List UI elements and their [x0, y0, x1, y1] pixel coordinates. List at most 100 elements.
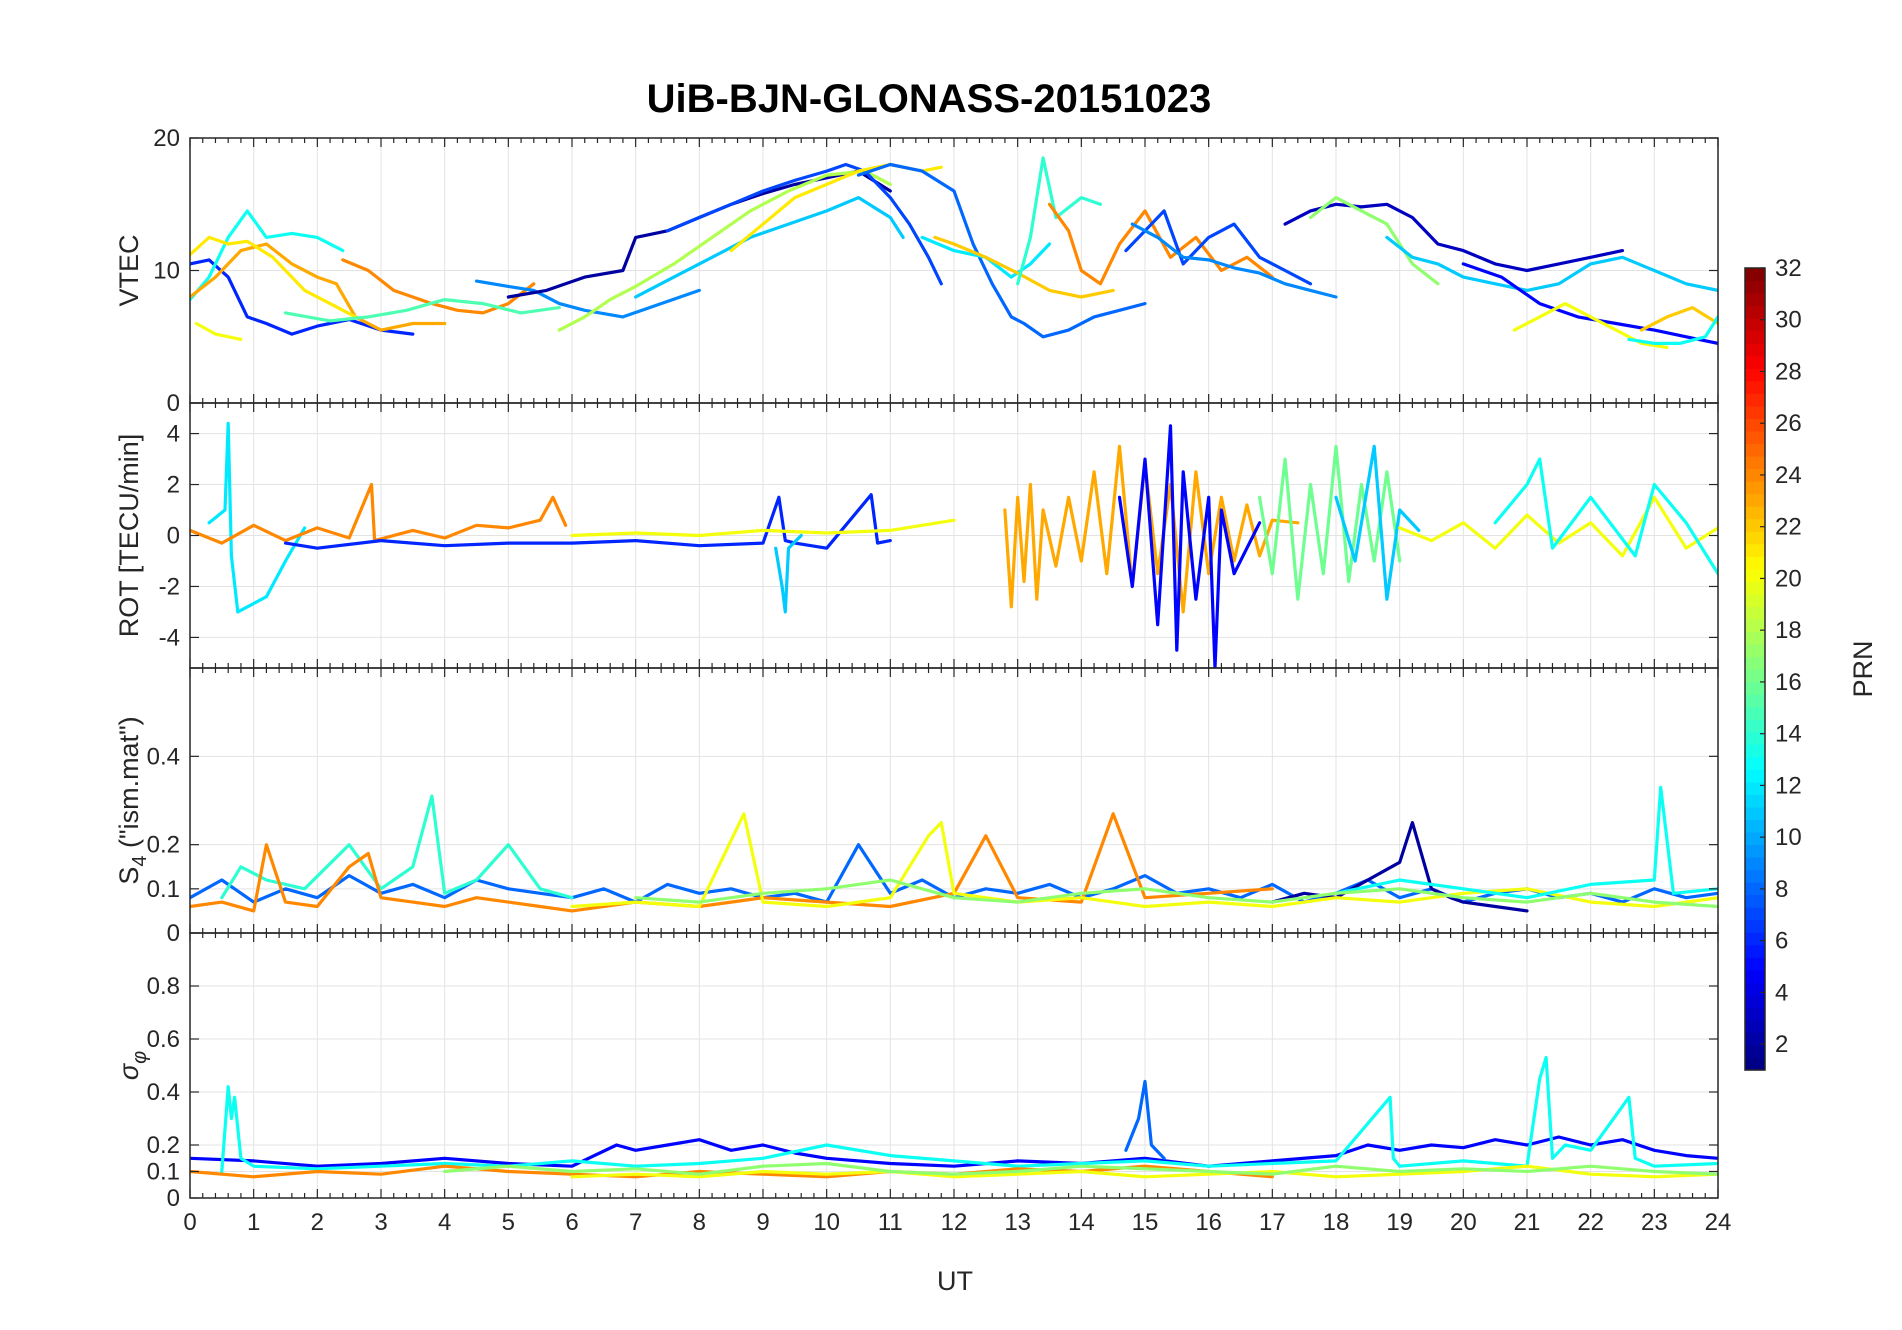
colorbar-tick-label: 28: [1775, 358, 1802, 385]
trace-s4-prn-20: [570, 812, 1718, 909]
colorbar-tick-label: 4: [1775, 979, 1788, 1006]
colorbar-segment: [1745, 882, 1765, 896]
colorbar-frame: [1744, 267, 1766, 1071]
x-tick-label: 19: [1386, 1209, 1413, 1236]
y-tick-label: 0.1: [147, 1159, 180, 1186]
trace-vtec-prn-9: [474, 279, 701, 319]
y-tick-label: 0.2: [147, 1132, 180, 1159]
colorbar-segment: [1745, 380, 1765, 394]
traces-sigma_phi: [190, 1055, 1718, 1179]
colorbar-tick-label: 16: [1775, 669, 1802, 696]
y-tick-label: 0: [167, 920, 180, 947]
x-tick-label: 17: [1259, 1209, 1286, 1236]
colorbar-segment: [1745, 606, 1765, 620]
x-tick-label: 13: [1004, 1209, 1031, 1236]
traces-rot: [190, 421, 1718, 668]
y-tick-label: 0.2: [147, 832, 180, 859]
x-tick-label: 16: [1195, 1209, 1222, 1236]
colorbar-segment: [1745, 531, 1765, 545]
y-axis-label-rot: ROT [TECU/min]: [114, 434, 144, 638]
trace-rot-prn-12: [207, 421, 307, 614]
x-tick-label: 10: [813, 1209, 840, 1236]
colorbar-segment: [1745, 481, 1765, 495]
y-tick-label: 10: [153, 258, 180, 285]
colorbar-segment: [1745, 543, 1765, 557]
y-tick-label: -2: [159, 573, 180, 600]
colorbar-segment: [1745, 305, 1765, 319]
x-tick-label: 14: [1068, 1209, 1095, 1236]
colorbar-segment: [1745, 731, 1765, 745]
trace-vtec-prn-12: [920, 235, 1052, 279]
y-axis-label-vtec: VTEC: [114, 234, 144, 306]
y-tick-label: 0.4: [147, 743, 180, 770]
x-tick-label: 0: [183, 1209, 196, 1236]
colorbar-segment: [1745, 844, 1765, 858]
colorbar-segment: [1745, 1057, 1765, 1071]
colorbar-tick-label: 20: [1775, 565, 1802, 592]
trace-vtec-prn-22: [933, 235, 1115, 299]
x-tick-label: 3: [374, 1209, 387, 1236]
trace-vtec-prn-23: [190, 242, 447, 332]
x-tick-label: 12: [941, 1209, 968, 1236]
colorbar-tick-label: 26: [1775, 410, 1802, 437]
trace-vtec-prn-20: [1512, 302, 1669, 349]
colorbar-segment: [1745, 1019, 1765, 1034]
trace-sigma_phi-prn-20: [570, 1164, 1718, 1179]
trace-vtec-prn-17: [1308, 196, 1440, 286]
trace-vtec-prn-14: [1016, 156, 1103, 286]
colorbar-segment: [1745, 856, 1765, 871]
trace-vtec-prn-13: [190, 209, 345, 302]
colorbar-tick-label: 24: [1775, 462, 1802, 489]
x-tick-label: 15: [1132, 1209, 1159, 1236]
colorbar-segment: [1745, 493, 1765, 507]
colorbar-tick-label: 8: [1775, 876, 1788, 903]
y-tick-label: 0: [167, 390, 180, 417]
colorbar-segment: [1745, 744, 1765, 758]
trace-vtec-prn-3: [1283, 202, 1625, 273]
trace-s4-prn-17: [634, 878, 1718, 909]
trace-vtec-prn-9: [1130, 222, 1338, 299]
y-tick-label: 0.1: [147, 876, 180, 903]
colorbar-segment: [1745, 318, 1765, 332]
x-tick-label: 24: [1705, 1209, 1732, 1236]
trace-vtec-prn-22: [1639, 306, 1718, 332]
x-tick-label: 1: [247, 1209, 260, 1236]
y-tick-label: 4: [167, 421, 180, 448]
colorbar-segment: [1745, 869, 1765, 883]
trace-rot-prn-16: [1257, 444, 1402, 601]
trace-rot-prn-5: [1117, 424, 1262, 668]
colorbar-segment: [1745, 957, 1765, 971]
colorbar-segment: [1745, 455, 1765, 470]
trace-vtec-prn-20: [194, 321, 243, 341]
trace-rot-prn-13: [1493, 457, 1718, 576]
colorbar-tick-label: 30: [1775, 307, 1802, 334]
colorbar-segment: [1745, 681, 1765, 695]
traces-s4: [190, 785, 1718, 913]
x-tick-label: 20: [1450, 1209, 1477, 1236]
colorbar-segment: [1745, 568, 1765, 582]
x-tick-label: 22: [1577, 1209, 1604, 1236]
colorbar-segment: [1745, 944, 1765, 958]
x-tick-label: 7: [629, 1209, 642, 1236]
colorbar-segment: [1745, 643, 1765, 658]
colorbar-tick-label: 22: [1775, 514, 1802, 541]
colorbar-tick-label: 14: [1775, 721, 1802, 748]
colorbar-segment: [1745, 969, 1765, 983]
chart-title: UiB-BJN-GLONASS-20151023: [647, 77, 1212, 121]
colorbar-segment: [1745, 393, 1765, 407]
colorbar-segment: [1745, 781, 1765, 795]
colorbar-segment: [1745, 581, 1765, 595]
colorbar-segment: [1745, 518, 1765, 532]
trace-vtec-prn-6: [190, 258, 415, 336]
colorbar-segment: [1745, 982, 1765, 996]
y-tick-label: 0.4: [147, 1079, 180, 1106]
colorbar-segment: [1745, 618, 1765, 633]
trace-vtec-prn-7: [1124, 209, 1313, 286]
colorbar-segment: [1745, 907, 1765, 921]
colorbar-segment: [1745, 343, 1765, 357]
colorbar-segment: [1745, 831, 1765, 846]
panel-s4: 00.10.20.4S4 ("ism.mat"): [114, 667, 1719, 947]
colorbar-segment: [1745, 756, 1765, 770]
colorbar-segment: [1745, 1032, 1765, 1046]
